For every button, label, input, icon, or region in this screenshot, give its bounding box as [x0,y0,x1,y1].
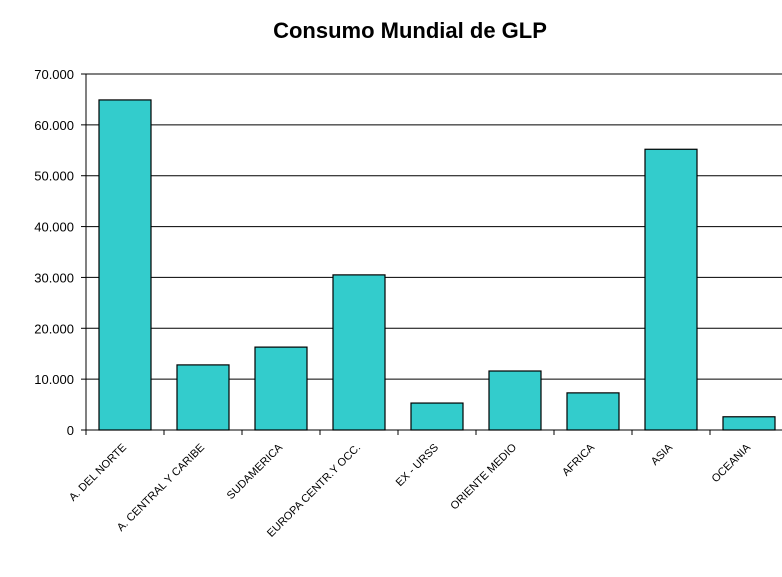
x-tick-label: ASIA [649,441,676,468]
bar [410,402,464,431]
y-tick-label: 40.000 [34,220,74,235]
bar [98,99,152,431]
y-tick-label: 60.000 [34,118,74,133]
x-tick-label: A. DEL NORTE [67,442,129,504]
x-tick-label: A. CENTRAL Y CARIBE [115,442,207,534]
x-tick-label: EX - URSS [394,442,441,489]
bar [644,148,698,431]
bar [332,274,386,431]
y-tick-label: 0 [67,423,74,438]
x-tick-label: EUROPA CENTR.Y OCC. [265,442,363,540]
y-tick-label: 20.000 [34,321,74,336]
y-tick-label: 10.000 [34,372,74,387]
x-tick-label: AFRICA [560,441,597,478]
chart-title: Consumo Mundial de GLP [273,18,547,43]
bar [176,364,230,431]
x-tick-label: OCEANIA [710,441,754,485]
y-tick-label: 30.000 [34,270,74,285]
x-tick-label: SUDAMERICA [225,441,286,502]
bar [488,370,542,431]
y-tick-label: 70.000 [34,67,74,82]
x-tick-label: ORIENTE MEDIO [448,441,519,512]
y-tick-label: 50.000 [34,169,74,184]
bar [566,392,620,431]
bar [254,346,308,431]
bar [722,416,776,431]
